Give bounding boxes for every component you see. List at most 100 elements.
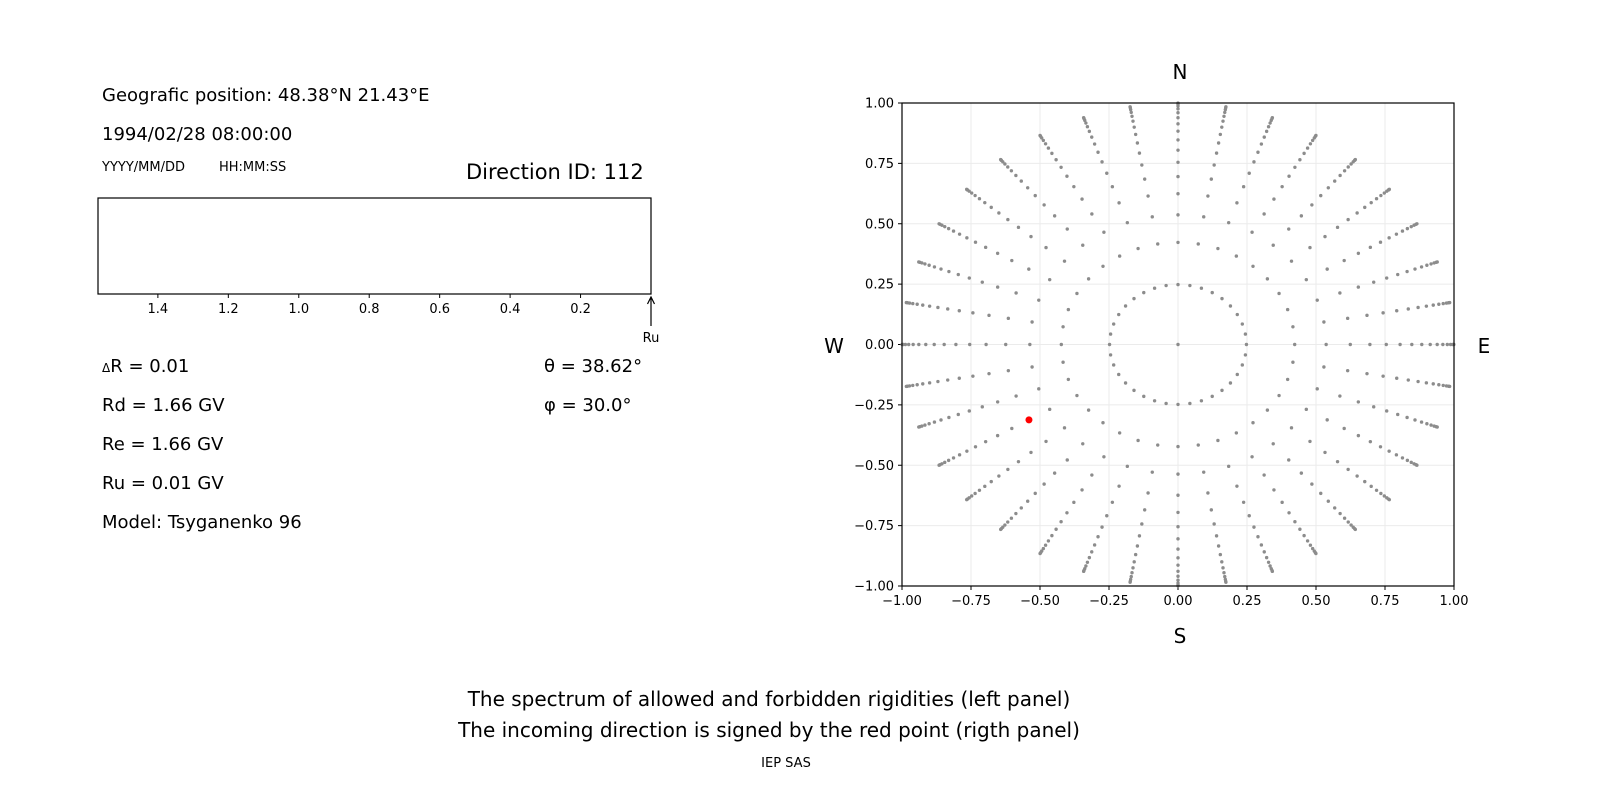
- grid-point: [904, 384, 909, 389]
- grid-point: [1374, 488, 1379, 492]
- compass-north: N: [1172, 60, 1188, 84]
- grid-point: [1305, 539, 1310, 543]
- grid-point: [1435, 342, 1439, 347]
- grid-point: [1416, 305, 1420, 310]
- grid-point: [1216, 438, 1220, 443]
- datetime: 1994/02/28 08:00:00: [102, 124, 293, 145]
- grid-point: [1132, 560, 1136, 564]
- grid-point: [1287, 227, 1291, 231]
- grid-point: [1150, 215, 1154, 219]
- grid-point: [1117, 254, 1122, 258]
- grid-point: [1262, 212, 1266, 216]
- x-tick-label: 0.00: [1164, 594, 1193, 609]
- grid-point: [1406, 378, 1410, 382]
- grid-point: [1176, 116, 1180, 120]
- grid-point: [1382, 191, 1387, 195]
- grid-point: [1054, 527, 1058, 531]
- grid-point: [1176, 213, 1180, 217]
- grid-point: [1289, 259, 1294, 263]
- grid-point: [995, 400, 1000, 404]
- grid-point: [1176, 569, 1180, 573]
- grid-point: [1050, 533, 1054, 538]
- grid-point: [1027, 267, 1031, 271]
- grid-point: [1268, 564, 1272, 568]
- grid-point: [997, 211, 1001, 215]
- grid-point: [1220, 388, 1224, 393]
- grid-point: [1059, 165, 1063, 170]
- re-value: Re = 1.66 GV: [102, 434, 224, 455]
- grid-point: [1016, 225, 1021, 230]
- grid-point: [1128, 580, 1132, 584]
- grid-point: [1221, 566, 1225, 570]
- grid-point: [1065, 458, 1069, 462]
- grid-point: [1210, 290, 1214, 295]
- x-tick-label: −0.50: [1020, 594, 1060, 609]
- grid-point: [1081, 442, 1085, 446]
- grid-point: [969, 494, 974, 498]
- grid-point: [1212, 163, 1216, 167]
- theta-value: θ = 38.62°: [544, 356, 643, 377]
- grid-point: [1037, 387, 1041, 391]
- grid-point: [1299, 214, 1304, 218]
- grid-point: [1304, 277, 1309, 282]
- grid-point: [937, 463, 941, 467]
- delta-r: ΔR = 0.01: [102, 356, 189, 377]
- grid-point: [1346, 165, 1350, 169]
- grid-point: [1265, 277, 1270, 281]
- y-tick-label: −1.00: [854, 580, 894, 595]
- grid-point: [995, 285, 1000, 289]
- grid-point: [951, 456, 956, 460]
- grid-point: [1009, 169, 1014, 173]
- grid-point: [1037, 298, 1041, 302]
- grid-point-center: [1176, 342, 1180, 347]
- grid-point: [1209, 177, 1214, 181]
- grid-point: [1029, 234, 1033, 239]
- grid-point: [1033, 193, 1037, 198]
- grid-point: [1176, 240, 1180, 245]
- grid-point: [1262, 135, 1266, 139]
- grid-point: [1235, 312, 1239, 317]
- grid-point: [973, 491, 977, 496]
- grid-point: [1387, 497, 1392, 502]
- rd-value: Rd = 1.66 GV: [102, 395, 225, 416]
- grid-point: [1033, 491, 1037, 496]
- grid-point: [1130, 571, 1134, 575]
- grid-point: [1220, 296, 1224, 301]
- grid-point: [946, 307, 950, 311]
- grid-point: [1243, 332, 1248, 336]
- grid-point: [968, 342, 972, 347]
- grid-point: [1072, 500, 1076, 505]
- grid-point: [1102, 455, 1106, 459]
- grid-point: [936, 305, 940, 310]
- grid-point: [1086, 408, 1091, 412]
- grid-point: [1222, 571, 1226, 575]
- grid-point: [1266, 560, 1271, 564]
- grid-point: [1353, 527, 1358, 532]
- grid-point: [924, 342, 928, 347]
- grid-point: [1365, 313, 1369, 318]
- grid-point: [1010, 426, 1014, 431]
- grid-point: [957, 453, 962, 457]
- grid-point: [1226, 464, 1231, 469]
- grid-point: [932, 342, 936, 347]
- grid-point: [1176, 148, 1180, 152]
- grid-point: [1428, 342, 1432, 347]
- grid-point: [1188, 401, 1192, 406]
- grid-point: [1349, 162, 1353, 166]
- grid-point: [1252, 160, 1256, 164]
- grid-point: [1218, 552, 1223, 557]
- grid-point: [1396, 272, 1400, 277]
- grid-point: [1289, 426, 1294, 430]
- grid-point: [1291, 360, 1295, 364]
- grid-point: [1176, 192, 1180, 196]
- grid-point: [1356, 251, 1361, 256]
- grid-point: [1410, 342, 1414, 347]
- grid-point: [1355, 474, 1359, 478]
- grid-point: [1087, 129, 1092, 134]
- grid-point: [1142, 177, 1147, 181]
- grid-point: [1259, 142, 1264, 146]
- grid-point: [915, 383, 919, 387]
- grid-point: [1014, 511, 1018, 516]
- spectrum-axes-frame: [97, 197, 652, 295]
- grid-point: [1220, 125, 1224, 129]
